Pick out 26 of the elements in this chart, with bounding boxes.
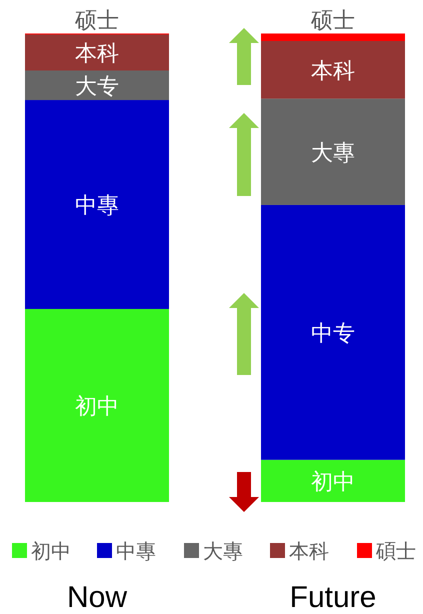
- legend-label: 大專: [203, 541, 243, 563]
- annotation: 本科: [311, 58, 355, 83]
- annotation: 中专: [311, 320, 355, 346]
- annotation: 大专: [75, 73, 119, 98]
- bar: [25, 308, 169, 502]
- bar: [25, 70, 169, 100]
- x-tick-label: Now: [66, 581, 128, 614]
- annotation: 初中: [311, 468, 355, 494]
- annotation: 中專: [75, 192, 119, 218]
- bar: [261, 40, 405, 99]
- bar: [261, 98, 405, 205]
- annotation: 本科: [75, 40, 119, 66]
- x-tick-label: Future: [290, 581, 376, 614]
- text: 硕士: [74, 8, 119, 32]
- bar: [261, 460, 405, 502]
- text: 硕士: [310, 8, 355, 32]
- bar: [261, 204, 405, 460]
- legend-label: 初中: [31, 541, 71, 563]
- bar: [261, 34, 405, 41]
- legend-label: 中專: [116, 541, 156, 563]
- bar: [25, 100, 169, 309]
- annotation: 大專: [311, 140, 355, 165]
- bar: [25, 34, 169, 71]
- annotation: 初中: [75, 393, 119, 418]
- legend-label: 碩士: [375, 541, 416, 563]
- legend-label: 本科: [289, 541, 329, 563]
